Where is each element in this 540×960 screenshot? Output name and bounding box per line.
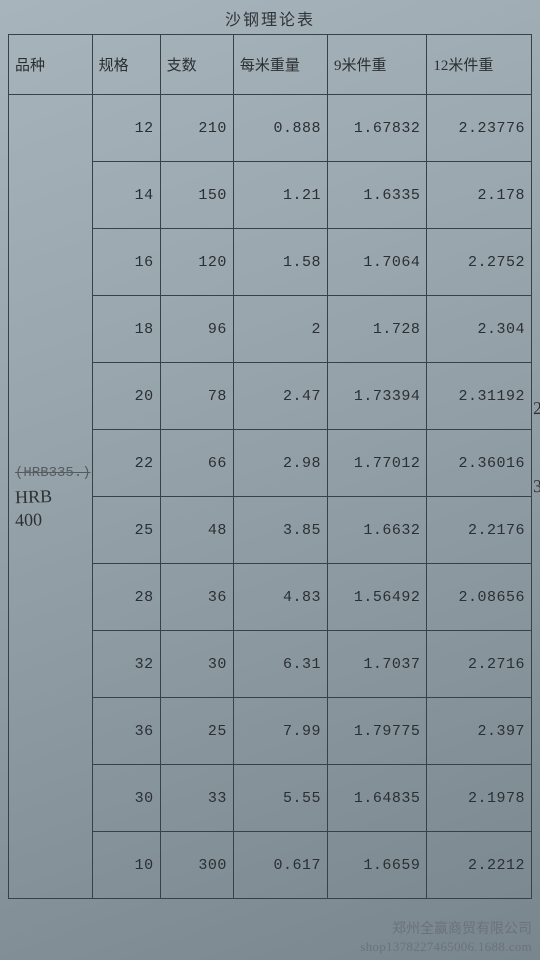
cell-w12: 2.2752 bbox=[427, 229, 532, 296]
cell-w9: 1.6659 bbox=[328, 832, 427, 899]
cell-w9: 1.73394 bbox=[328, 363, 427, 430]
cell-w9: 1.6335 bbox=[328, 162, 427, 229]
header-w9: 9米件重 bbox=[328, 35, 427, 95]
header-count: 支数 bbox=[160, 35, 233, 95]
cell-w12: 2.23776 bbox=[427, 95, 532, 162]
cell-spec: 36 bbox=[92, 698, 160, 765]
cell-wpm: 5.55 bbox=[233, 765, 327, 832]
cell-count: 25 bbox=[160, 698, 233, 765]
table-row: (HRB335.)HRB400122100.8881.678322.23776 bbox=[9, 95, 532, 162]
table-body: (HRB335.)HRB400122100.8881.678322.237761… bbox=[9, 95, 532, 899]
variety-hand-1: HRB bbox=[15, 486, 86, 507]
cell-wpm: 0.888 bbox=[233, 95, 327, 162]
cell-w9: 1.77012 bbox=[328, 430, 427, 497]
cell-w9: 1.56492 bbox=[328, 564, 427, 631]
cell-spec: 22 bbox=[92, 430, 160, 497]
cell-wpm: 0.617 bbox=[233, 832, 327, 899]
cell-count: 150 bbox=[160, 162, 233, 229]
cell-w12: 2.397 bbox=[427, 698, 532, 765]
cell-w9: 1.7037 bbox=[328, 631, 427, 698]
table-title: 沙钢理论表 bbox=[8, 6, 532, 30]
cell-spec: 28 bbox=[92, 564, 160, 631]
footer-url: shop1378227465006.1688.com bbox=[360, 939, 532, 956]
header-w12: 12米件重 bbox=[427, 35, 532, 95]
cell-count: 210 bbox=[160, 95, 233, 162]
cell-count: 78 bbox=[160, 363, 233, 430]
cell-count: 120 bbox=[160, 229, 233, 296]
cell-wpm: 2 bbox=[233, 296, 327, 363]
cell-spec: 12 bbox=[92, 95, 160, 162]
cell-w9: 1.728 bbox=[328, 296, 427, 363]
cell-count: 300 bbox=[160, 832, 233, 899]
cell-w12: 2.31192 bbox=[427, 363, 532, 430]
cell-w12: 2.2176 bbox=[427, 497, 532, 564]
cell-w9: 1.67832 bbox=[328, 95, 427, 162]
steel-theory-table: 品种 规格 支数 每米重量 9米件重 12米件重 (HRB335.)HRB400… bbox=[8, 34, 532, 899]
cell-count: 33 bbox=[160, 765, 233, 832]
variety-cell: (HRB335.)HRB400 bbox=[9, 95, 93, 899]
cell-wpm: 2.98 bbox=[233, 430, 327, 497]
cell-w12: 2.2212 bbox=[427, 832, 532, 899]
cell-wpm: 1.21 bbox=[233, 162, 327, 229]
cell-w12: 2.36016 bbox=[427, 430, 532, 497]
cell-count: 48 bbox=[160, 497, 233, 564]
header-spec: 规格 bbox=[92, 35, 160, 95]
variety-hand-2: 400 bbox=[15, 509, 86, 530]
document-page: 沙钢理论表 品种 规格 支数 每米重量 9米件重 12米件重 (HRB335.)… bbox=[0, 0, 540, 960]
cell-wpm: 3.85 bbox=[233, 497, 327, 564]
cell-w12: 2.304 bbox=[427, 296, 532, 363]
variety-struck: (HRB335.) bbox=[15, 464, 91, 484]
cell-wpm: 7.99 bbox=[233, 698, 327, 765]
cell-spec: 14 bbox=[92, 162, 160, 229]
cell-w12: 2.08656 bbox=[427, 564, 532, 631]
cell-spec: 25 bbox=[92, 497, 160, 564]
cell-spec: 30 bbox=[92, 765, 160, 832]
cell-w9: 1.64835 bbox=[328, 765, 427, 832]
cell-spec: 32 bbox=[92, 631, 160, 698]
cell-count: 36 bbox=[160, 564, 233, 631]
cell-wpm: 2.47 bbox=[233, 363, 327, 430]
cell-w9: 1.6632 bbox=[328, 497, 427, 564]
header-wpm: 每米重量 bbox=[233, 35, 327, 95]
cell-count: 30 bbox=[160, 631, 233, 698]
cell-spec: 16 bbox=[92, 229, 160, 296]
header-variety: 品种 bbox=[9, 35, 93, 95]
footer: 郑州全赢商贸有限公司 shop1378227465006.1688.com bbox=[360, 921, 532, 956]
cell-count: 66 bbox=[160, 430, 233, 497]
header-row: 品种 规格 支数 每米重量 9米件重 12米件重 bbox=[9, 35, 532, 95]
cell-wpm: 1.58 bbox=[233, 229, 327, 296]
cell-spec: 18 bbox=[92, 296, 160, 363]
margin-note: 2 bbox=[533, 398, 540, 419]
cell-spec: 10 bbox=[92, 832, 160, 899]
cell-w12: 2.1978 bbox=[427, 765, 532, 832]
cell-w9: 1.7064 bbox=[328, 229, 427, 296]
cell-spec: 20 bbox=[92, 363, 160, 430]
cell-wpm: 6.31 bbox=[233, 631, 327, 698]
cell-w9: 1.79775 bbox=[328, 698, 427, 765]
margin-note: 3 bbox=[533, 476, 540, 497]
cell-count: 96 bbox=[160, 296, 233, 363]
cell-w12: 2.2716 bbox=[427, 631, 532, 698]
footer-company: 郑州全赢商贸有限公司 bbox=[360, 921, 532, 939]
cell-w12: 2.178 bbox=[427, 162, 532, 229]
cell-wpm: 4.83 bbox=[233, 564, 327, 631]
